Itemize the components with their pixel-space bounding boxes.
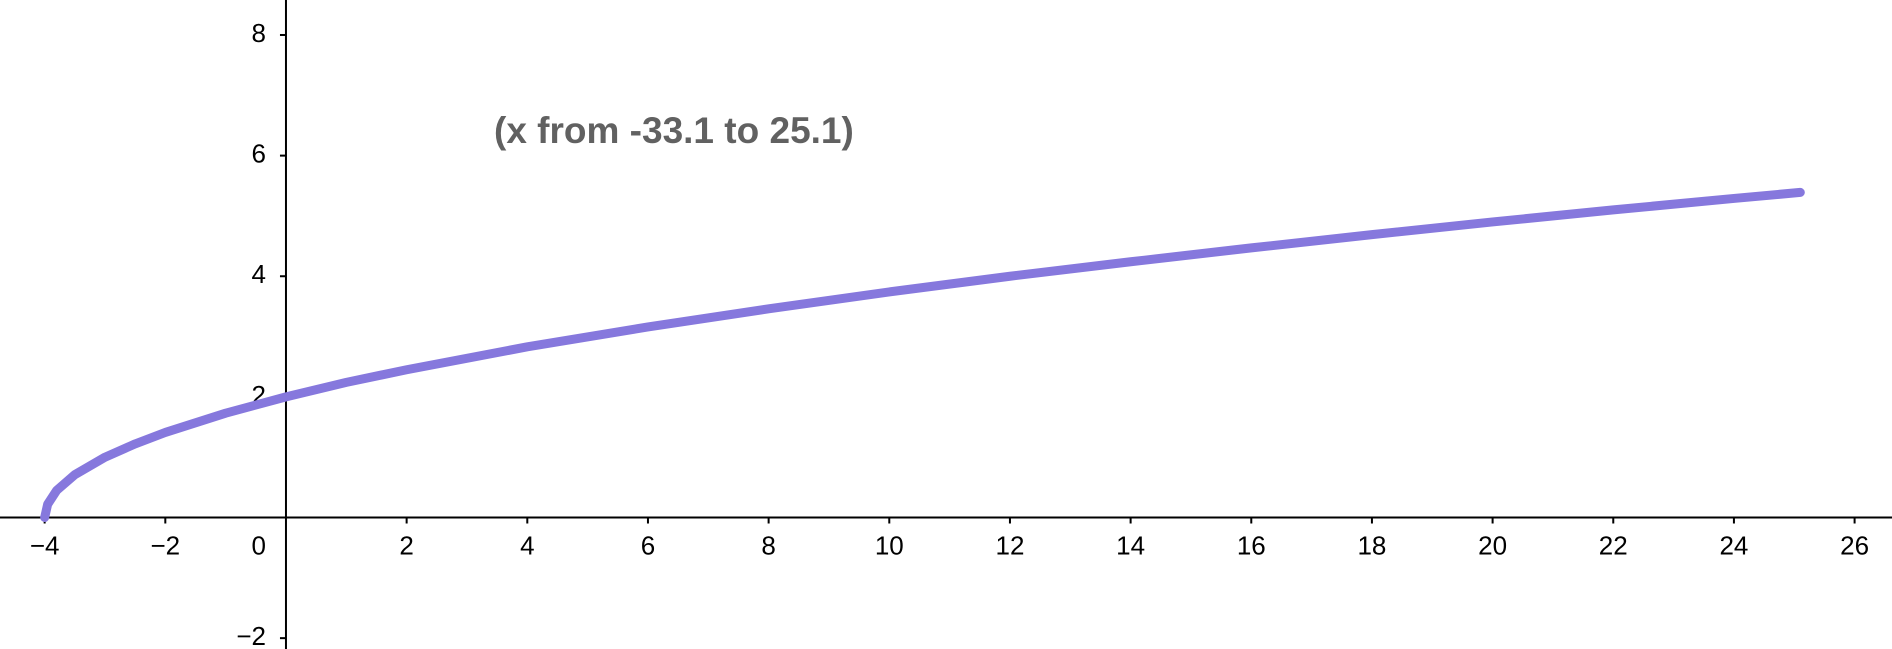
curve [40, 187, 1805, 523]
x-tick-label: 22 [1599, 530, 1628, 560]
x-tick-label: 8 [761, 530, 775, 560]
x-tick-label: −2 [150, 530, 180, 560]
x-tick-label: 12 [995, 530, 1024, 560]
x-tick-label: 2 [399, 530, 413, 560]
x-tick-label: 14 [1116, 530, 1145, 560]
x-tick-label: 20 [1478, 530, 1507, 560]
y-tick-label: 6 [252, 138, 266, 168]
x-tick-label: 24 [1719, 530, 1748, 560]
x-tick-label: 10 [875, 530, 904, 560]
x-tick-label: −4 [30, 530, 60, 560]
y-tick-label: 4 [252, 259, 266, 289]
x-tick-label: 18 [1357, 530, 1386, 560]
annotation: (x from -33.1 to 25.1) [494, 110, 854, 151]
y-tick-label: 8 [252, 18, 266, 48]
x-tick-label: 4 [520, 530, 534, 560]
x-tick-label: 26 [1840, 530, 1869, 560]
x-tick-label: 6 [641, 530, 655, 560]
x-tick-label: 16 [1237, 530, 1266, 560]
y-tick-label: −2 [236, 621, 266, 649]
x-tick-label: 0 [252, 530, 266, 560]
